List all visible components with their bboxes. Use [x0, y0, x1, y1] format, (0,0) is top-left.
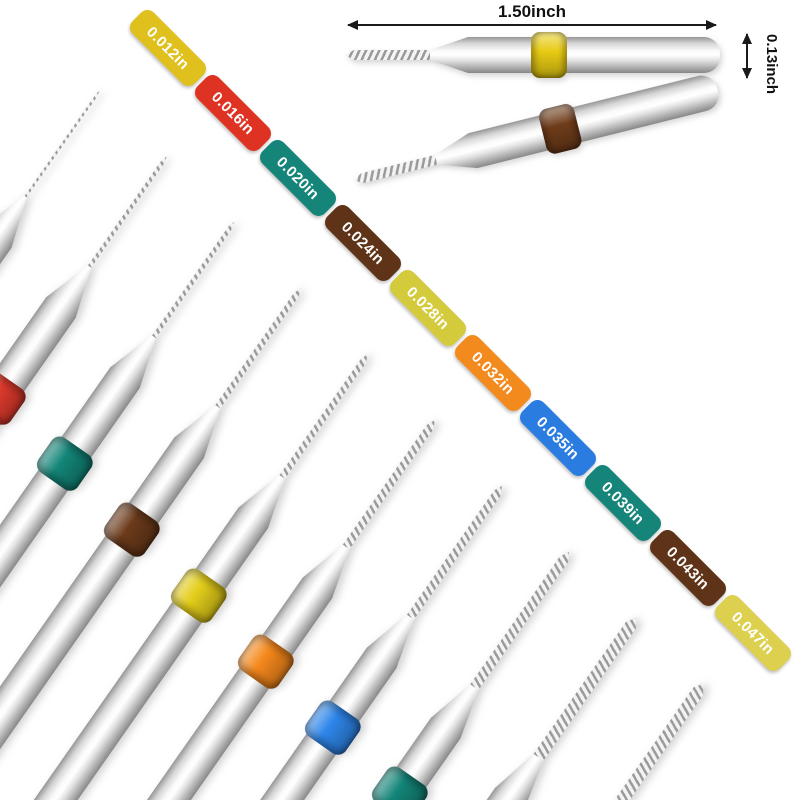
drill-flute	[279, 352, 371, 479]
diameter-dimension-arrow	[742, 33, 752, 79]
size-label: 0.035in	[516, 396, 600, 480]
size-label: 0.016in	[191, 71, 275, 155]
size-label: 0.043in	[646, 526, 730, 610]
diagram-drill-bit-bottom	[349, 72, 722, 198]
size-label: 0.012in	[126, 6, 210, 90]
size-label: 0.047in	[711, 591, 795, 675]
drill-flute	[352, 155, 437, 185]
drill-flute	[88, 155, 169, 268]
drill-flute	[215, 286, 303, 408]
drill-flute	[343, 418, 438, 550]
diagram-drill-bit-top	[345, 32, 720, 78]
size-label: 0.028in	[386, 266, 470, 350]
drill-flute	[470, 549, 573, 690]
size-label: 0.032in	[451, 331, 535, 415]
length-dimension-label: 1.50inch	[497, 2, 567, 21]
diameter-dimension-label: 0.13inch	[763, 34, 780, 95]
drill-taper	[0, 186, 40, 248]
size-label: 0.039in	[581, 461, 665, 545]
drill-flute	[534, 615, 641, 761]
drill-shank	[468, 37, 720, 73]
drill-flute	[597, 680, 708, 800]
drill-flute	[24, 89, 101, 197]
drill-shank	[468, 72, 722, 169]
drill-flute	[152, 221, 236, 339]
drill-flute	[407, 483, 506, 619]
size-ring	[531, 32, 567, 78]
size-label: 0.020in	[256, 136, 340, 220]
size-label: 0.024in	[321, 201, 405, 285]
drill-flute	[345, 50, 430, 60]
length-dimension-arrow	[347, 20, 717, 30]
drill-taper	[430, 37, 468, 73]
